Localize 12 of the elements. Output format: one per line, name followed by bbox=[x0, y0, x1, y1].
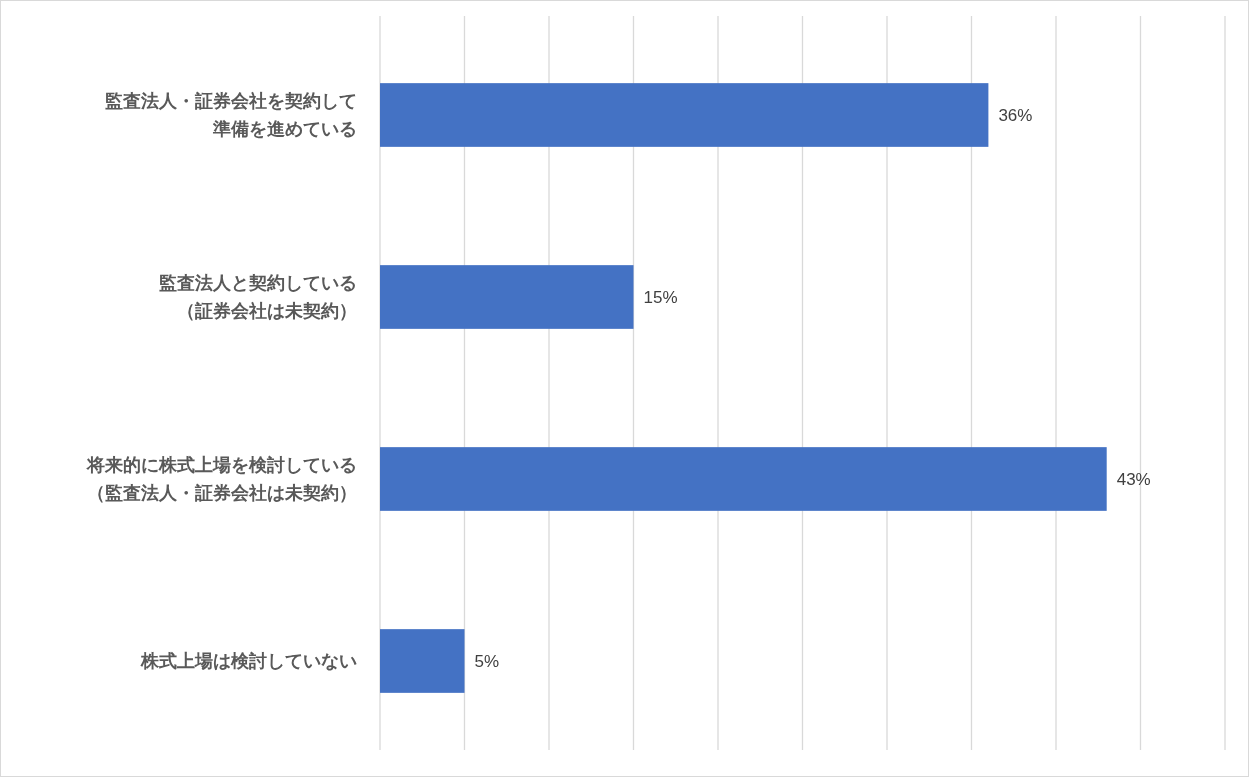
data-label: 5% bbox=[474, 652, 500, 671]
y-tick-label: 株式上場は検討していない bbox=[140, 650, 357, 671]
data-label: 43% bbox=[1116, 470, 1151, 489]
data-label: 36% bbox=[998, 106, 1033, 125]
data-label: 15% bbox=[643, 288, 678, 307]
bar bbox=[380, 447, 1107, 511]
y-tick-label: 監査法人・証券会社を契約して準備を進めている bbox=[105, 90, 357, 139]
bar bbox=[380, 629, 465, 693]
bar bbox=[380, 265, 634, 329]
y-tick-label: 将来的に株式上場を検討している（監査法人・証券会社は未契約） bbox=[86, 454, 357, 503]
y-tick-label: 監査法人と契約している（証券会社は未契約） bbox=[159, 272, 357, 321]
bar bbox=[380, 83, 989, 147]
